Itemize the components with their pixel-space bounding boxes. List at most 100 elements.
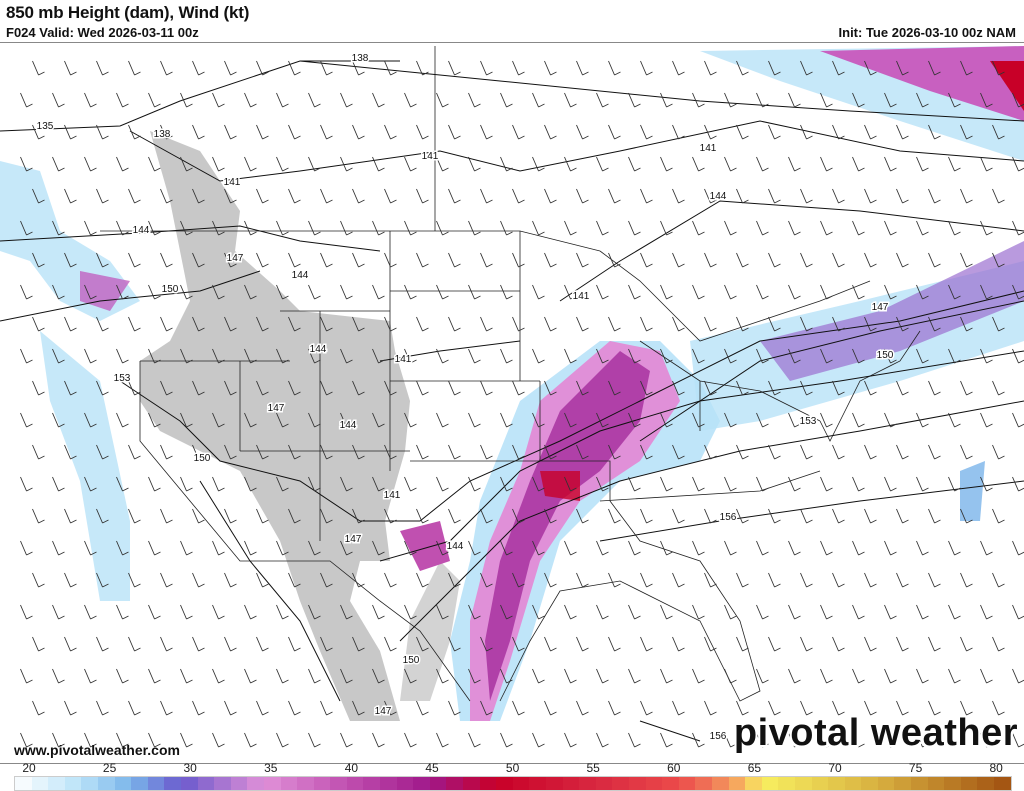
wind-barb [320,188,333,204]
wind-barb [788,476,801,492]
wind-barb [416,124,429,140]
wind-barb [628,92,641,108]
wind-barb [116,348,129,364]
wind-barb [288,60,301,76]
wind-barb [596,540,609,556]
contour-label: 153 [114,373,131,384]
wind-barb [948,92,961,108]
wind-barb [756,220,769,236]
wind-barb [436,348,449,364]
wind-barb [576,700,589,716]
colorbar-swatch [479,777,497,790]
wind-barb [276,92,289,108]
wind-barb [896,572,909,588]
colorbar-swatch [529,777,546,790]
wind-barb [532,348,545,364]
wind-barb [84,604,97,620]
wind-barb [896,60,909,76]
wind-barb [52,476,65,492]
wind-barb [436,412,449,428]
wind-barb [64,252,77,268]
wind-barb [52,412,65,428]
colorbar-swatch [147,777,165,790]
wind-barb [436,284,449,300]
wind-barb [128,380,141,396]
wind-barb [864,252,877,268]
wind-barb [180,412,193,428]
wind-barb [596,284,609,300]
wind-barb [480,60,493,76]
contour-label: 144 [447,541,464,552]
wind-barb [736,124,749,140]
wind-barb [128,572,141,588]
wind-barb [660,220,673,236]
contour-label: 144 [340,420,357,431]
wind-barb [52,92,65,108]
wind-barb [628,220,641,236]
wind-barb [948,668,961,684]
wind-barb [160,572,173,588]
colorbar-swatch [280,777,298,790]
colorbar-tick-label: 60 [667,761,681,775]
wind-barb [372,156,385,172]
wind-barb [352,508,365,524]
wind-barb [724,668,737,684]
wind-barb [852,668,865,684]
wind-barb [992,252,1005,268]
wind-barb [320,252,333,268]
wind-barb [820,284,833,300]
wind-barb [884,732,897,748]
wind-barb [288,252,301,268]
wind-barb [340,540,353,556]
wind-barb [820,348,833,364]
wind-barb [416,252,429,268]
wind-barb [532,412,545,428]
wind-barb [960,188,973,204]
wind-barb [832,124,845,140]
wind-barb [736,508,749,524]
wind-barb [564,156,577,172]
colorbar-swatch [97,777,115,790]
colorbar-swatch [512,777,530,790]
wind-barb [736,252,749,268]
wind-barb [500,540,513,556]
wind-barb [660,348,673,364]
wind-barb [788,412,801,428]
wind-barb [192,380,205,396]
wind-barb [116,668,129,684]
weather-map[interactable]: 138 135 138 141 141 141 144 144 147 144 150 144 141 1… [0,42,1024,764]
wind-barb [20,540,33,556]
wind-barb [852,220,865,236]
wind-barb [416,60,429,76]
wind-barb [384,508,397,524]
wind-barb [724,220,737,236]
wind-barb [256,60,269,76]
wind-barb [84,284,97,300]
wind-barb [628,604,641,620]
website-url[interactable]: www.pivotalweather.com [14,742,180,758]
wind-barb [768,316,781,332]
wind-barb [884,540,897,556]
wind-barb [416,380,429,396]
wind-barb [692,220,705,236]
wind-barb [480,508,493,524]
wind-barb [832,572,845,588]
wind-barb [628,156,641,172]
colorbar-swatch [429,777,447,790]
wind-barb [96,508,109,524]
wind-barb [468,668,481,684]
wind-barb [928,572,941,588]
wind-barb [660,284,673,300]
wind-barb [288,572,301,588]
wind-barb [960,252,973,268]
wind-barb [948,220,961,236]
contour-label: 150 [194,453,211,464]
wind-barb [768,124,781,140]
wind-barb [512,252,525,268]
wind-barb [276,412,289,428]
wind-barb [640,444,653,460]
wind-barb [640,636,653,652]
wind-barb [544,124,557,140]
wind-barb [84,348,97,364]
wind-barb [576,60,589,76]
